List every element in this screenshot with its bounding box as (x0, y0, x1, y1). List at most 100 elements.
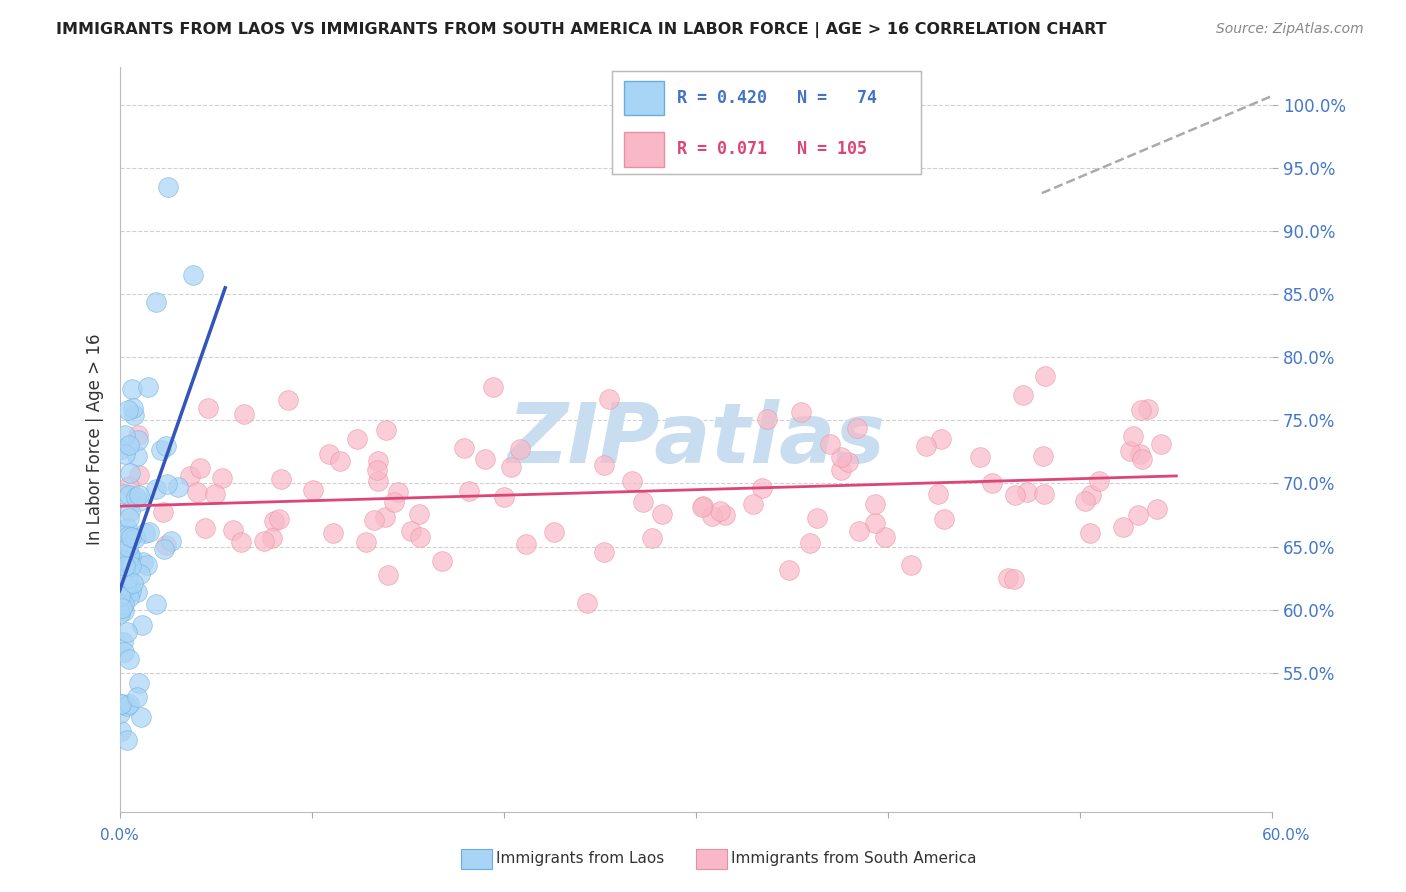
Point (263, 514, 285, 528)
Point (110, 602, 132, 616)
Point (155, 439, 177, 453)
Point (830, 450, 852, 464)
Point (145, 597, 167, 611)
Point (114, 558, 136, 573)
Point (117, 556, 139, 570)
Point (690, 500, 713, 514)
Point (620, 474, 643, 488)
Point (1130, 452, 1153, 467)
Point (118, 590, 141, 604)
Point (112, 645, 135, 659)
Text: 60.0%: 60.0% (1263, 829, 1310, 843)
Point (1015, 485, 1038, 500)
Point (110, 589, 132, 603)
Point (318, 447, 340, 461)
Point (111, 553, 134, 567)
Point (382, 495, 405, 509)
Point (356, 535, 378, 549)
Point (778, 563, 800, 577)
Point (1126, 508, 1149, 522)
Point (111, 697, 134, 711)
Point (593, 458, 616, 473)
Point (592, 545, 614, 559)
Point (482, 380, 505, 394)
Point (121, 382, 143, 396)
Point (501, 460, 523, 475)
Point (1032, 449, 1054, 463)
Point (112, 604, 135, 618)
Point (1129, 447, 1152, 461)
Point (118, 488, 141, 502)
Point (1149, 437, 1171, 451)
Point (122, 408, 145, 422)
Point (458, 484, 481, 499)
Bar (624, 132, 664, 167)
Point (118, 466, 141, 480)
Point (145, 482, 167, 496)
Point (125, 490, 148, 504)
Point (197, 401, 219, 416)
Point (121, 401, 143, 416)
Point (270, 472, 292, 486)
Point (136, 380, 159, 394)
Point (221, 523, 243, 537)
Point (118, 547, 141, 561)
Point (863, 497, 886, 511)
Point (1078, 526, 1101, 541)
Point (1074, 493, 1097, 508)
Point (112, 527, 135, 541)
Point (260, 531, 283, 545)
Point (118, 652, 141, 666)
Point (837, 455, 859, 469)
Point (127, 690, 149, 704)
Point (131, 618, 153, 632)
Point (128, 488, 150, 502)
Point (120, 558, 142, 573)
Point (132, 555, 155, 569)
Point (138, 525, 160, 540)
Point (128, 493, 150, 508)
Point (409, 529, 432, 543)
Point (117, 540, 139, 554)
Point (114, 597, 136, 611)
Point (114, 447, 136, 461)
Point (1146, 501, 1168, 516)
Point (110, 724, 132, 739)
Text: R = 0.071   N = 105: R = 0.071 N = 105 (676, 140, 866, 158)
Point (110, 706, 132, 721)
Point (1088, 474, 1111, 488)
Point (115, 579, 138, 593)
Text: 0.0%: 0.0% (100, 829, 139, 843)
Point (375, 423, 398, 437)
Point (115, 698, 138, 713)
Point (111, 600, 134, 615)
Point (700, 508, 723, 523)
Point (128, 675, 150, 690)
Point (125, 585, 148, 599)
Point (329, 454, 352, 468)
Point (114, 428, 136, 442)
Point (160, 534, 183, 549)
Point (474, 452, 496, 467)
Point (110, 698, 132, 712)
Point (997, 571, 1019, 585)
Point (145, 295, 167, 310)
Point (430, 554, 453, 568)
Point (211, 471, 233, 485)
Point (156, 477, 179, 491)
Point (932, 511, 955, 525)
Text: IMMIGRANTS FROM LAOS VS IMMIGRANTS FROM SOUTH AMERICA IN LABOR FORCE | AGE > 16 : IMMIGRANTS FROM LAOS VS IMMIGRANTS FROM … (56, 22, 1107, 38)
Point (118, 697, 141, 711)
Point (1136, 401, 1159, 416)
Point (277, 392, 299, 407)
Point (1033, 368, 1056, 383)
Point (156, 179, 179, 194)
Point (167, 480, 190, 494)
Point (709, 504, 731, 518)
Point (110, 442, 132, 456)
Point (155, 538, 177, 552)
Point (1122, 429, 1144, 443)
Point (741, 497, 763, 511)
Point (117, 402, 139, 417)
Point (929, 432, 952, 446)
